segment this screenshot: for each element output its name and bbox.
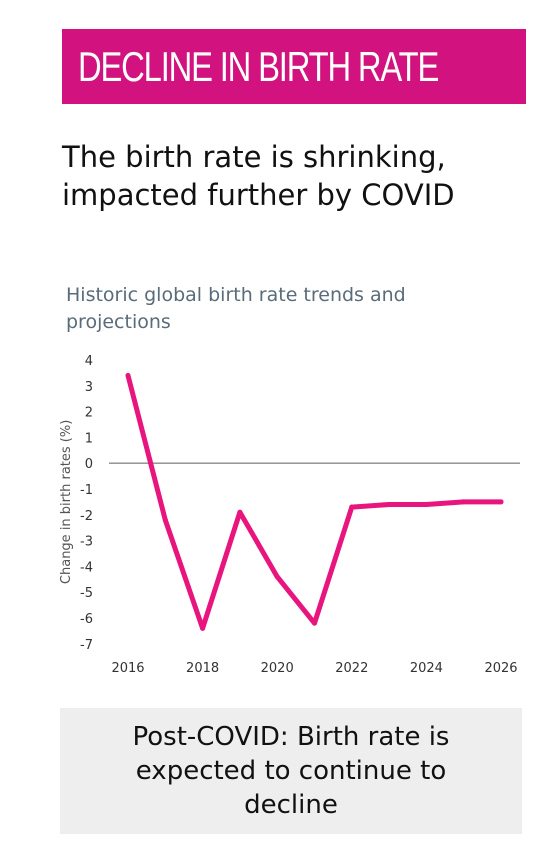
x-tick-label: 2022 [335, 661, 368, 676]
data-point [461, 499, 467, 505]
y-tick-label: -5 [80, 586, 93, 601]
callout-line-1: Post-COVID: Birth rate is [132, 722, 450, 752]
y-tick-label: 2 [85, 406, 93, 421]
callout-text: Post-COVID: Birth rate is expected to co… [60, 720, 522, 822]
y-tick-label: -3 [80, 535, 93, 550]
callout-line-2: expected to continue to [135, 756, 447, 786]
callout-line-3: decline [244, 790, 338, 820]
x-tick-label: 2018 [186, 661, 219, 676]
data-point [498, 499, 504, 505]
y-tick-label: -7 [80, 638, 93, 653]
data-point [386, 501, 392, 507]
data-point [125, 372, 131, 378]
birth-rate-chart: 4 3 2 1 0 -1 -2 -3 -4 -5 -6 -7 2016 2018 2020 2022 2024 2… [59, 354, 520, 676]
x-tick-label: 2026 [484, 661, 517, 676]
y-tick-label: 3 [85, 380, 93, 395]
callout-box: Post-COVID: Birth rate is expected to co… [60, 708, 522, 834]
data-point [349, 504, 355, 510]
headline-line-1: The birth rate is shrinking, [62, 140, 446, 174]
data-point [312, 620, 317, 626]
y-tick-label: -2 [80, 509, 93, 524]
y-tick-label: -6 [80, 612, 93, 627]
y-tick-label: -4 [80, 560, 93, 575]
y-tick-label: 0 [85, 457, 93, 472]
x-tick-label: 2020 [261, 661, 294, 676]
y-tick-label: -1 [80, 483, 93, 498]
headline-line-2: impacted further by COVID [62, 178, 455, 212]
title-banner: DECLINE IN BIRTH RATE [62, 29, 526, 104]
data-point [274, 574, 280, 580]
data-point [423, 501, 429, 507]
y-tick-label: 1 [85, 431, 93, 446]
banner-title: DECLINE IN BIRTH RATE [78, 43, 439, 90]
data-point [237, 509, 243, 515]
x-tick-label: 2024 [410, 661, 443, 676]
y-axis-label: Change in birth rates (%) [59, 420, 74, 584]
data-point [200, 625, 206, 631]
birth-rate-series-line [125, 373, 504, 631]
headline: The birth rate is shrinking, impacted fu… [62, 138, 532, 214]
x-tick-label: 2016 [111, 661, 144, 676]
data-point [162, 517, 168, 523]
y-tick-label: 4 [85, 354, 93, 369]
chart-title: Historic global birth rate trends and pr… [66, 284, 406, 333]
